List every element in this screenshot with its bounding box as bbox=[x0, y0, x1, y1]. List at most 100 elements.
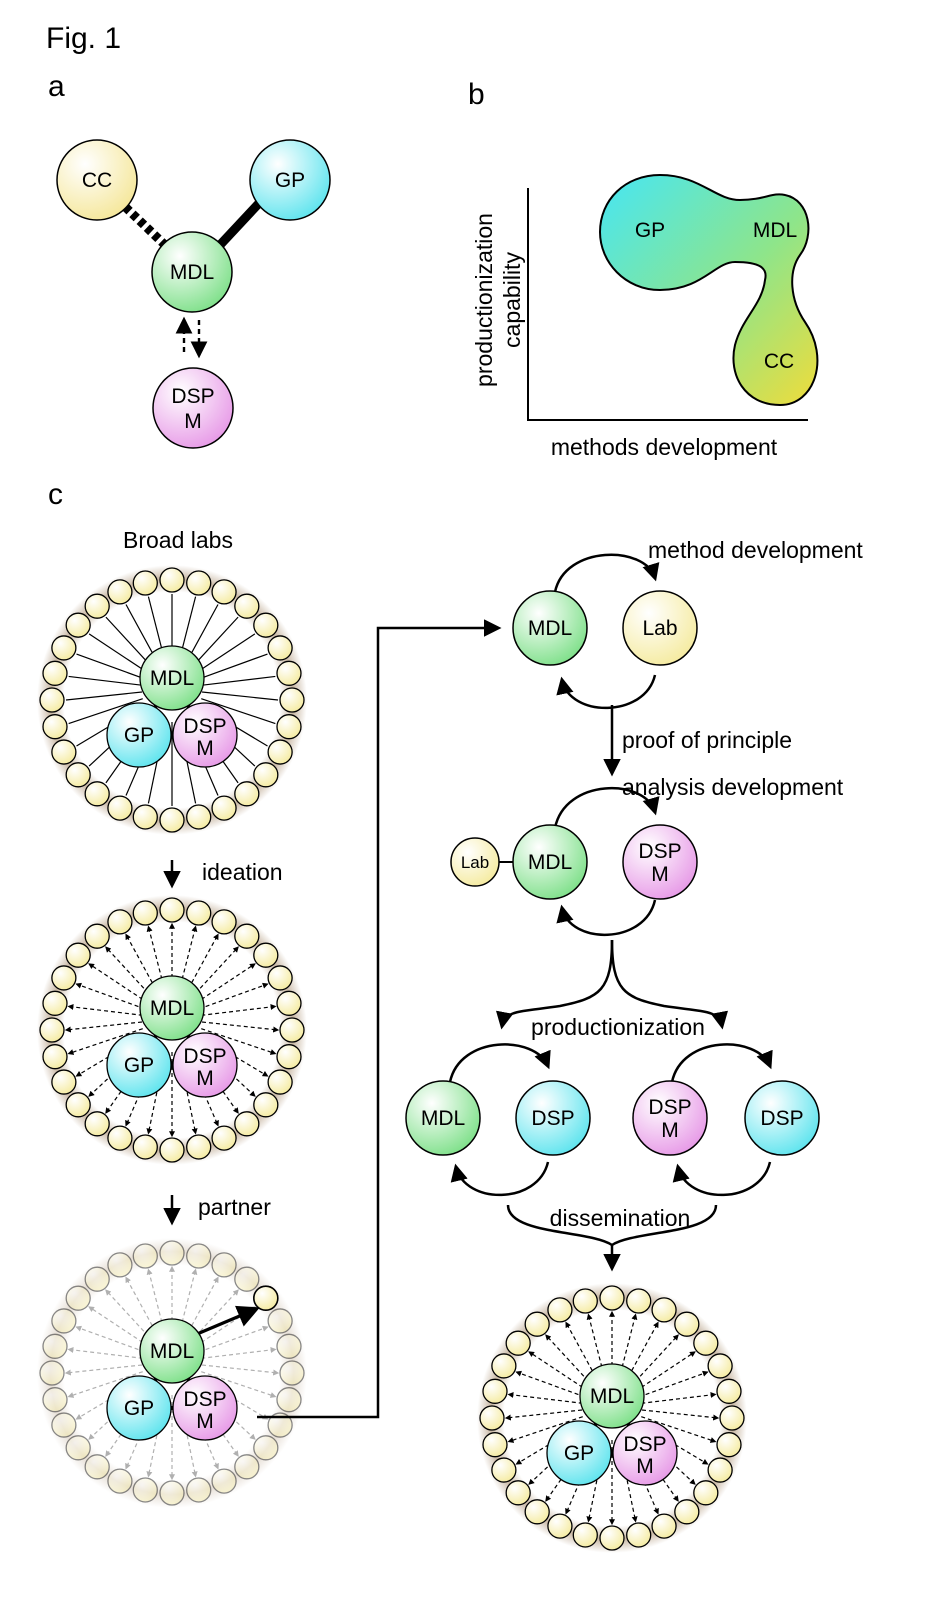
lab-circle bbox=[186, 900, 212, 926]
core-gp-label: GP bbox=[124, 1397, 154, 1420]
lab-spoke bbox=[201, 698, 276, 725]
lab-circle bbox=[51, 965, 77, 991]
lab-circle bbox=[482, 1378, 508, 1404]
lab-circle bbox=[276, 660, 302, 686]
core-dspm-label-1: DSP bbox=[623, 1433, 666, 1456]
blob-mdl-label: MDL bbox=[753, 219, 797, 242]
faded-arrow-spoke bbox=[201, 1371, 277, 1398]
analysis-development-label: analysis development bbox=[622, 774, 844, 800]
lab-circle bbox=[267, 739, 293, 765]
lab-circle bbox=[42, 714, 68, 740]
core-mdl-label: MDL bbox=[150, 667, 194, 690]
lab-circle bbox=[707, 1353, 733, 1379]
lab-circle bbox=[107, 1252, 133, 1278]
lab-circle bbox=[159, 807, 185, 833]
core-links bbox=[135, 674, 209, 737]
faded-arrow-spoke bbox=[75, 1377, 146, 1420]
partner-label: partner bbox=[198, 1194, 271, 1220]
ideation-arrow-spoke bbox=[504, 1409, 583, 1421]
lab-circle bbox=[626, 1522, 652, 1548]
lab-circle bbox=[132, 570, 158, 596]
lab-circle bbox=[65, 1435, 91, 1461]
lab-circle bbox=[279, 687, 305, 713]
lab-circle bbox=[674, 1311, 700, 1337]
lab-circle bbox=[505, 1330, 531, 1356]
lab-circle bbox=[276, 990, 302, 1016]
lab-circle bbox=[132, 1243, 158, 1269]
ideation-arrow-spoke bbox=[638, 1422, 709, 1465]
ideation-arrow-spoke bbox=[635, 1351, 696, 1392]
panel-a: CC GP MDL DSP M bbox=[56, 139, 331, 449]
proof-of-principle-label: proof of principle bbox=[622, 727, 792, 753]
lab-circle bbox=[107, 795, 133, 821]
ideation-arrow-spoke bbox=[198, 982, 269, 1010]
branch-left bbox=[495, 939, 614, 1030]
lab-spoke bbox=[68, 675, 143, 686]
lab-circle bbox=[234, 781, 260, 807]
lab-circle bbox=[211, 579, 237, 605]
lab-circle bbox=[51, 635, 77, 661]
panel-b-label: b bbox=[468, 78, 485, 111]
lab-circle bbox=[276, 1387, 302, 1413]
ideation-arrow-spoke bbox=[624, 1321, 659, 1384]
lab-circle bbox=[84, 1111, 110, 1137]
blob-gp-label: GP bbox=[635, 219, 665, 242]
lab-circle bbox=[42, 990, 68, 1016]
flow-mdl-label-2: MDL bbox=[528, 851, 572, 874]
core-mdl-label: MDL bbox=[150, 997, 194, 1020]
lab-circle bbox=[267, 635, 293, 661]
lab-circle bbox=[599, 1525, 625, 1551]
lab-circle bbox=[524, 1311, 550, 1337]
lab-spoke bbox=[201, 691, 279, 701]
flow-mdl-node-3: MDL bbox=[405, 1080, 481, 1156]
lab-circle bbox=[132, 900, 158, 926]
lab-circle bbox=[65, 612, 91, 638]
flow-mdl-label-1: MDL bbox=[528, 617, 572, 640]
lab-circle bbox=[276, 714, 302, 740]
lab-circle bbox=[651, 1297, 677, 1323]
lab-circle bbox=[693, 1330, 719, 1356]
faded-arrow-spoke bbox=[184, 1276, 219, 1339]
lab-circle bbox=[65, 1285, 91, 1311]
faded-arrow-spoke bbox=[201, 1364, 280, 1376]
gp-mdl-link bbox=[216, 196, 266, 249]
ideation-arrow-spoke bbox=[528, 1351, 589, 1392]
lab-circle bbox=[279, 1360, 305, 1386]
cc-label: CC bbox=[82, 169, 112, 192]
ideation-arrow-spoke bbox=[201, 1028, 277, 1055]
lab-spoke bbox=[195, 633, 256, 674]
flow-method-development: method development MDL Lab bbox=[512, 537, 863, 710]
lab-circle bbox=[234, 923, 260, 949]
lab-circle bbox=[693, 1480, 719, 1506]
lab-circle bbox=[234, 1454, 260, 1480]
lab-circle bbox=[65, 942, 91, 968]
lab-circle bbox=[159, 1480, 185, 1506]
core-gp-node: GP bbox=[106, 702, 172, 768]
core-dspm-label-2: M bbox=[196, 737, 214, 760]
figure-title: Fig. 1 bbox=[46, 22, 121, 55]
ideation-arrow-spoke bbox=[64, 1021, 143, 1033]
lab-circle bbox=[84, 1454, 110, 1480]
panel-b: productionization capability methods dev… bbox=[471, 173, 819, 460]
lab-circle bbox=[279, 1017, 305, 1043]
partner-bold-arrow bbox=[189, 1305, 260, 1339]
flow-lab-label-2: Lab bbox=[461, 853, 489, 872]
partnered-lab-circle bbox=[253, 1285, 279, 1311]
ideation-arrow-spoke bbox=[201, 1004, 277, 1016]
mdl-node: MDL bbox=[151, 231, 233, 313]
faded-arrow-spoke bbox=[190, 1289, 239, 1342]
ideation-arrow-spoke bbox=[201, 1021, 280, 1033]
dsp-label-line2: M bbox=[184, 410, 202, 433]
panel-c-label: c bbox=[48, 478, 63, 511]
lab-circle bbox=[651, 1513, 677, 1539]
lab-circle bbox=[253, 942, 279, 968]
lab-circle bbox=[524, 1499, 550, 1525]
faded-arrow-spoke bbox=[125, 1276, 160, 1339]
flow-mdl-node-1: MDL bbox=[512, 590, 588, 666]
lab-circle bbox=[84, 923, 110, 949]
core-dspm-label-2: M bbox=[196, 1410, 214, 1433]
lab-circle bbox=[234, 593, 260, 619]
lab-circle bbox=[491, 1457, 517, 1483]
lab-circle bbox=[599, 1285, 625, 1311]
